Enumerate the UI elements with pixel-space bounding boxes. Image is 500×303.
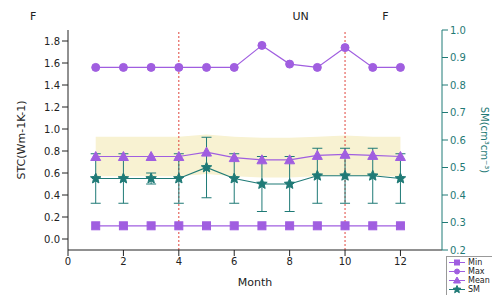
html-text:F: F <box>382 10 389 23</box>
svg-text:0.2: 0.2 <box>44 212 60 223</box>
svg-text:0.5: 0.5 <box>450 162 466 173</box>
svg-text:0.6: 0.6 <box>450 135 466 146</box>
svg-text:1.8: 1.8 <box>44 36 60 47</box>
html-text:Min: Min <box>468 258 483 267</box>
svg-text:0.8: 0.8 <box>44 146 60 157</box>
svg-text:0.0: 0.0 <box>44 234 60 245</box>
svg-text:1.2: 1.2 <box>44 102 60 113</box>
svg-text:0.6: 0.6 <box>44 168 60 179</box>
html-text:SM: SM <box>468 285 480 294</box>
svg-text:1.0: 1.0 <box>450 25 466 36</box>
svg-text:SM(cm³cm⁻³): SM(cm³cm⁻³) <box>479 107 490 174</box>
html-text:Max: Max <box>468 267 485 276</box>
svg-text:0.9: 0.9 <box>450 52 466 63</box>
svg-text:0.4: 0.4 <box>44 190 60 201</box>
svg-text:1.4: 1.4 <box>44 80 60 91</box>
html-text:Mean: Mean <box>468 276 490 285</box>
svg-text:0.8: 0.8 <box>450 80 466 91</box>
svg-text:1.6: 1.6 <box>44 58 60 69</box>
svg-text:2: 2 <box>120 256 126 267</box>
svg-text:Month: Month <box>238 276 273 289</box>
svg-text:0.2: 0.2 <box>450 245 466 256</box>
html-text:UN: UN <box>292 10 309 23</box>
svg-text:1.0: 1.0 <box>44 124 60 135</box>
html-text:F: F <box>30 10 37 23</box>
svg-text:6: 6 <box>231 256 237 267</box>
svg-text:0: 0 <box>65 256 71 267</box>
svg-text:0.7: 0.7 <box>450 107 466 118</box>
svg-text:8: 8 <box>286 256 292 267</box>
svg-text:0.4: 0.4 <box>450 190 466 201</box>
svg-text:12: 12 <box>394 256 407 267</box>
svg-text:10: 10 <box>339 256 352 267</box>
svg-text:STC(Wm-1K-1): STC(Wm-1K-1) <box>15 101 28 180</box>
svg-text:0.3: 0.3 <box>450 217 466 228</box>
svg-text:4: 4 <box>176 256 182 267</box>
